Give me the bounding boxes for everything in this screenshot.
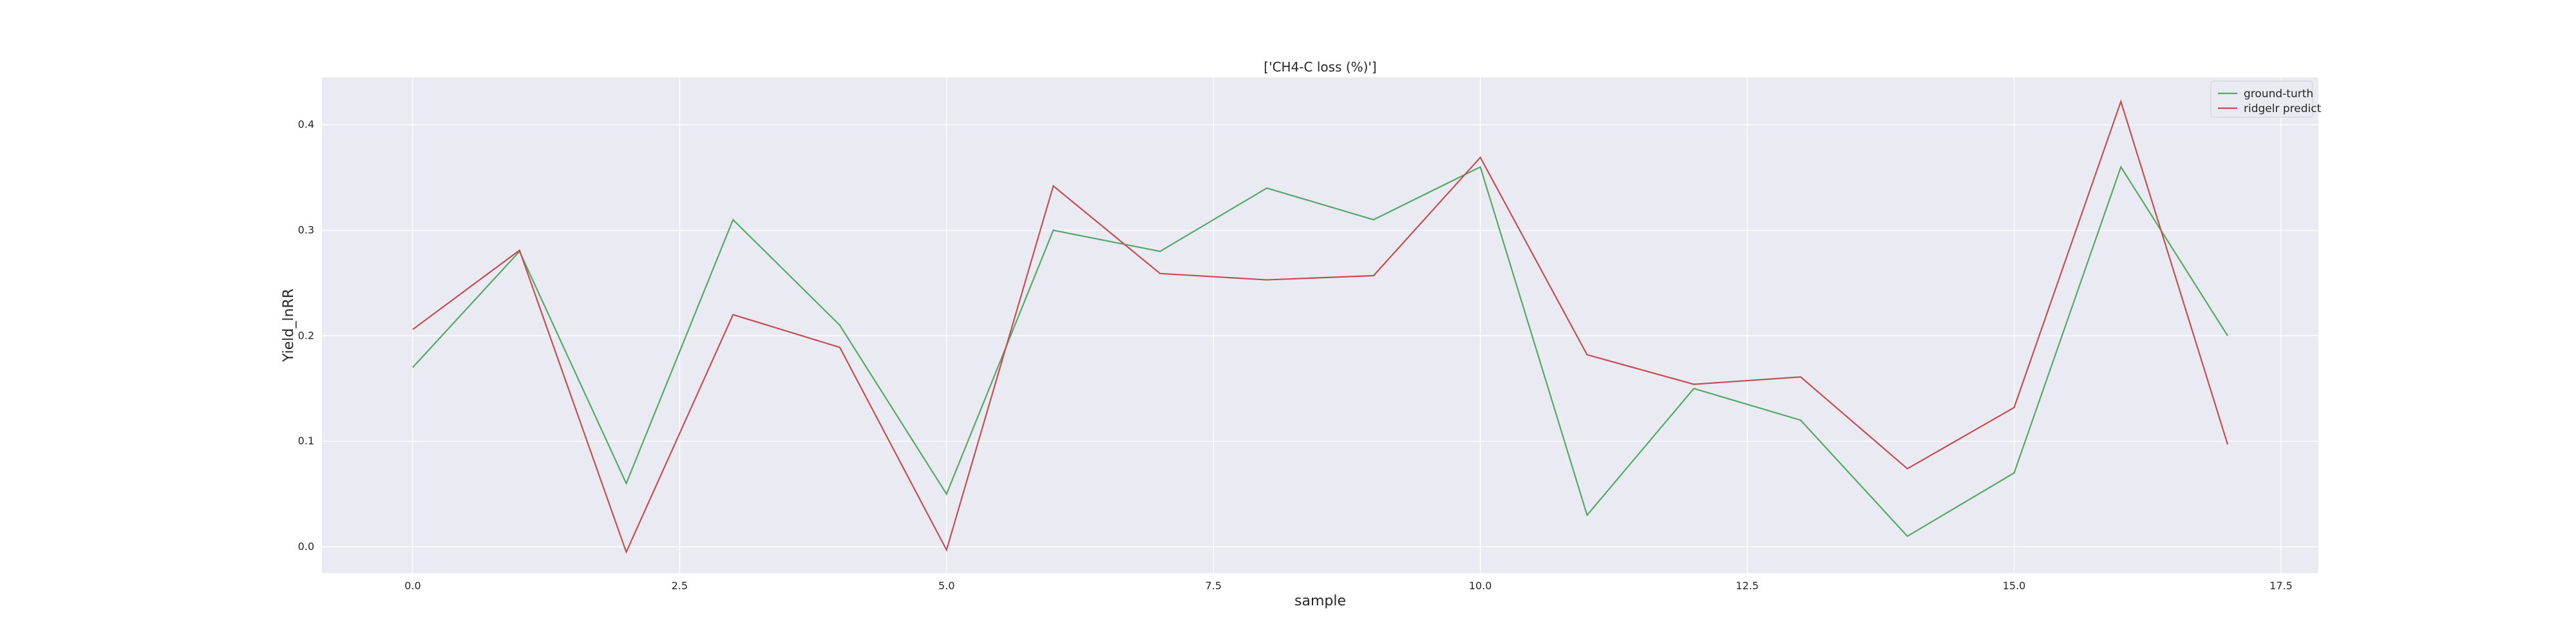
chart-title: ['CH4-C loss (%)'] [1264,59,1376,75]
y-tick-label: 0.2 [298,329,314,341]
x-axis-label: sample [1294,593,1346,609]
y-tick-label: 0.4 [298,118,314,131]
x-tick-label: 2.5 [672,580,688,592]
legend: ground-turth ridgelr predict [2210,80,2322,118]
x-tick-label: 12.5 [1736,580,1759,592]
y-tick-label: 0.3 [298,224,314,236]
y-tick-label: 0.0 [298,540,314,553]
legend-label-1: ground-turth [2244,88,2313,100]
series-lines [412,99,2229,554]
x-tick-label: 17.5 [2269,580,2293,592]
grid-lines [322,77,2318,573]
series-line-2 [412,99,2229,554]
x-tick-label: 7.5 [1205,580,1221,592]
x-tick-label: 0.0 [404,580,421,592]
x-tick-label: 10.0 [1469,580,1492,592]
y-axis-label: Yield_lnRR [281,289,297,363]
series-line-1 [412,165,2229,538]
x-tick-label: 5.0 [938,580,954,592]
tick-labels: 0.0 2.5 5.0 7.5 10.0 12.5 15.0 17.5 0.0 0.1 0.2 0.3… [298,118,2293,592]
x-tick-label: 15.0 [2003,580,2026,592]
legend-label-2: ridgelr predict [2244,102,2322,115]
plot-area [322,77,2318,573]
y-tick-label: 0.1 [298,435,314,447]
